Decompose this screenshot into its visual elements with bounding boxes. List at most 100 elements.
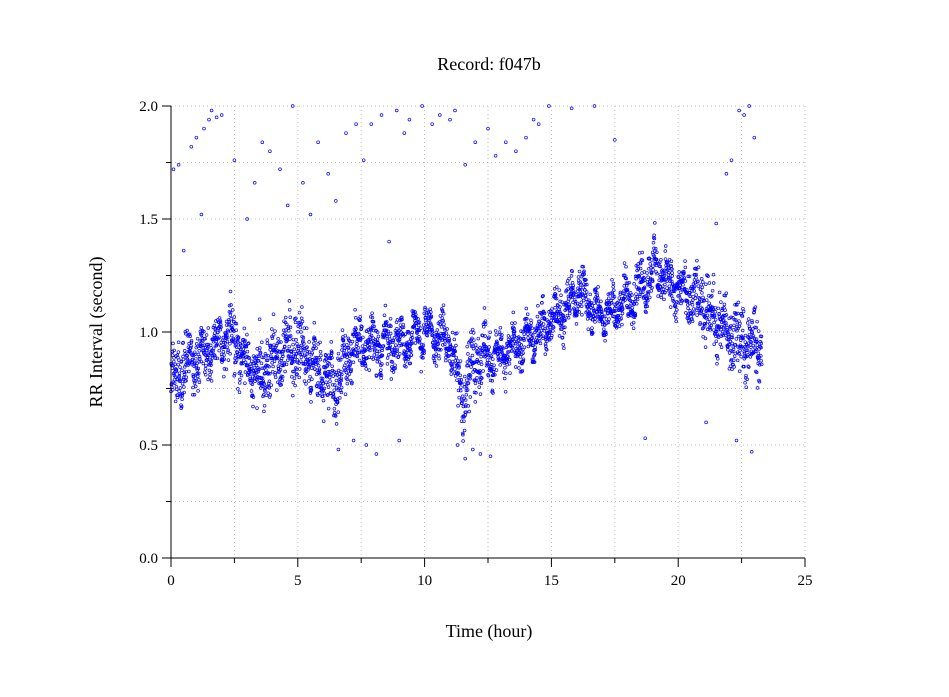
data-point	[661, 270, 665, 275]
data-point	[642, 285, 647, 290]
data-point	[596, 285, 600, 289]
data-point	[712, 313, 717, 318]
data-point	[302, 348, 306, 353]
data-point	[458, 373, 462, 378]
data-point	[427, 318, 431, 323]
data-point	[476, 336, 481, 341]
data-point	[481, 333, 485, 338]
data-point	[573, 302, 578, 306]
data-point	[228, 352, 232, 356]
data-point	[750, 320, 754, 325]
data-point	[232, 373, 236, 378]
data-point	[447, 354, 451, 358]
data-point	[450, 364, 455, 369]
data-point	[282, 344, 287, 349]
data-point	[438, 314, 443, 318]
data-point	[703, 345, 708, 349]
data-point	[660, 284, 665, 288]
data-point	[663, 257, 668, 261]
data-point	[554, 285, 559, 289]
data-point	[305, 350, 310, 354]
data-point	[531, 343, 535, 348]
data-point	[299, 355, 304, 360]
data-point	[669, 259, 674, 263]
data-point	[171, 341, 175, 346]
data-point	[206, 342, 211, 347]
data-point	[668, 279, 673, 284]
data-point	[331, 394, 336, 399]
data-point	[279, 340, 283, 344]
data-point	[641, 279, 645, 284]
data-point	[267, 364, 271, 369]
data-point	[625, 290, 630, 294]
data-point	[322, 391, 327, 396]
data-point	[375, 351, 379, 356]
data-point	[714, 339, 719, 343]
data-point	[503, 389, 508, 394]
data-point	[273, 371, 278, 375]
data-point	[270, 356, 275, 361]
data-point	[430, 329, 435, 334]
data-point	[246, 342, 250, 346]
data-point	[417, 320, 422, 324]
data-point	[346, 345, 351, 350]
data-point	[284, 362, 289, 367]
data-point	[301, 362, 305, 366]
data-point	[259, 361, 264, 366]
data-point	[691, 312, 695, 316]
data-point	[758, 344, 762, 349]
data-point	[631, 320, 636, 325]
data-point	[299, 330, 303, 334]
data-point	[370, 345, 374, 350]
data-point	[488, 454, 493, 459]
data-point	[287, 307, 292, 312]
data-point	[738, 345, 743, 349]
data-point	[704, 307, 709, 311]
data-point	[468, 395, 473, 399]
data-point	[670, 267, 674, 271]
data-point	[459, 419, 464, 423]
data-point	[694, 272, 699, 277]
data-point	[755, 339, 759, 344]
data-point	[275, 388, 279, 392]
data-point	[706, 319, 710, 324]
data-point	[338, 382, 343, 386]
data-point	[558, 305, 562, 309]
data-point	[741, 336, 745, 341]
data-point	[230, 333, 234, 338]
data-point	[655, 250, 659, 254]
data-point	[353, 316, 358, 320]
data-point	[693, 296, 698, 300]
data-point	[408, 344, 412, 348]
data-point	[344, 131, 348, 135]
data-point	[215, 342, 219, 347]
data-point	[581, 298, 586, 303]
data-point	[279, 358, 283, 363]
y-tick-label: 1.0	[139, 325, 158, 341]
data-point	[612, 295, 617, 299]
data-point	[417, 323, 421, 328]
data-point	[658, 264, 663, 269]
data-point	[346, 352, 350, 356]
data-point	[259, 376, 264, 380]
data-point	[517, 366, 521, 370]
data-point	[449, 372, 454, 376]
data-point	[478, 371, 482, 376]
data-point	[701, 334, 705, 339]
data-point	[740, 314, 745, 318]
data-point	[277, 340, 281, 345]
data-point	[590, 326, 594, 330]
data-point	[361, 158, 366, 162]
data-point	[601, 320, 605, 324]
data-point	[745, 348, 750, 352]
data-point	[288, 325, 293, 330]
data-point	[334, 378, 339, 383]
data-point	[244, 344, 249, 349]
data-point	[176, 340, 181, 345]
data-point	[291, 369, 295, 374]
data-point	[713, 305, 717, 310]
data-point	[512, 329, 517, 334]
data-point	[371, 320, 376, 324]
data-point	[173, 399, 178, 404]
data-point	[239, 347, 243, 351]
